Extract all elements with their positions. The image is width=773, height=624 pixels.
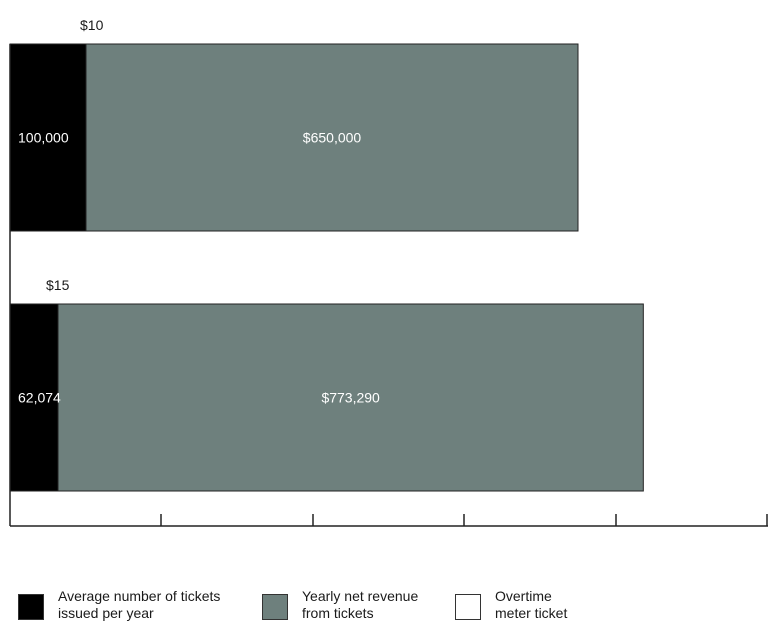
stacked-bar-chart: $10 100,000 $650,000 $15 62,074 $773,290 xyxy=(9,17,768,527)
legend-swatch-gray xyxy=(262,594,288,620)
legend-label: Average number of tickets issued per yea… xyxy=(58,588,221,621)
legend-item-tickets: Average number of tickets issued per yea… xyxy=(18,588,258,622)
bar-segment-tickets xyxy=(9,43,87,232)
category-label: $15 xyxy=(46,277,70,293)
legend-swatch-white xyxy=(455,594,481,620)
legend-swatch-black xyxy=(18,594,44,620)
legend-item-revenue: Yearly net revenue from tickets xyxy=(262,588,452,622)
category-label: $10 xyxy=(80,17,104,33)
legend: Average number of tickets issued per yea… xyxy=(0,588,773,624)
bar-segment-tickets xyxy=(9,303,59,492)
bar-segment-revenue xyxy=(85,43,579,232)
data-label-revenue: $650,000 xyxy=(303,130,362,146)
bar-segment-revenue xyxy=(57,303,644,492)
legend-label: Yearly net revenue from tickets xyxy=(302,588,419,621)
data-label-tickets: 100,000 xyxy=(18,130,69,146)
legend-label: Overtime meter ticket xyxy=(495,588,568,621)
legend-item-overtime: Overtime meter ticket xyxy=(455,588,615,622)
data-label-revenue: $773,290 xyxy=(321,390,380,406)
data-label-tickets: 62,074 xyxy=(18,390,61,406)
